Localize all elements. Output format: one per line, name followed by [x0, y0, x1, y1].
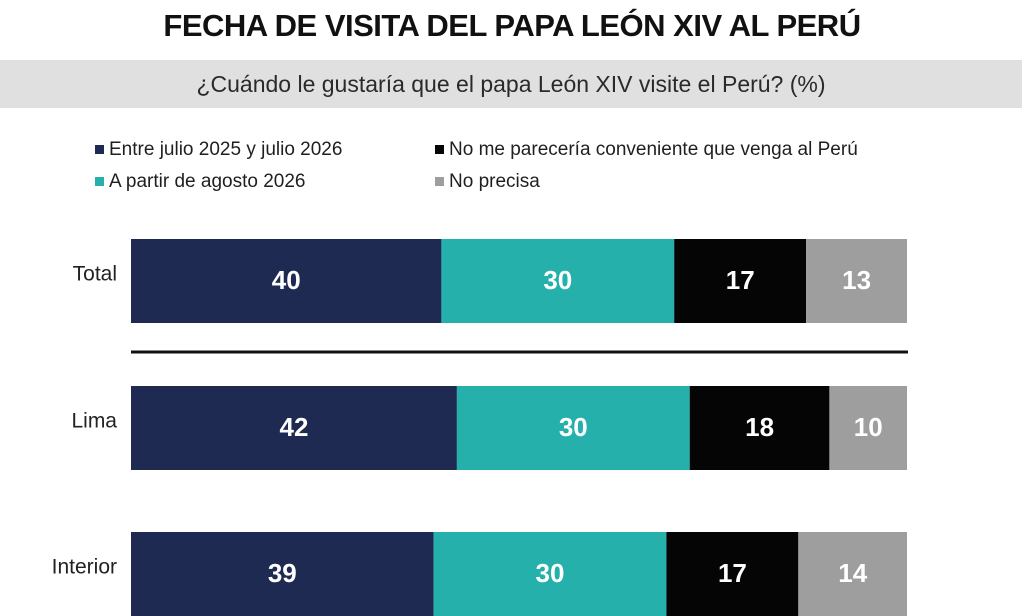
bar-interior-series-1 — [131, 532, 434, 616]
legend-label-series-1: Entre julio 2025 y julio 2026 — [109, 139, 343, 160]
data-label-interior-series-4: 14 — [838, 558, 867, 588]
legend-item-series-1: Entre julio 2025 y julio 2026 — [95, 136, 342, 164]
data-label-total-series-1: 40 — [272, 265, 301, 295]
data-label-interior-series-2: 30 — [536, 558, 565, 588]
legend: Entre julio 2025 y julio 2026 No me pare… — [95, 136, 975, 200]
data-label-interior-series-1: 39 — [268, 558, 297, 588]
bar-interior-series-2 — [433, 532, 667, 616]
legend-item-series-4: No precisa — [435, 168, 540, 196]
data-label-interior-series-3: 17 — [718, 558, 747, 588]
row-label-lima: Lima — [71, 410, 117, 433]
bar-interior-series-4 — [798, 532, 907, 616]
chart-title: FECHA DE VISITA DEL PAPA LEÓN XIV AL PER… — [163, 8, 861, 43]
bar-total-series-4 — [806, 239, 907, 323]
data-label-lima-series-3: 18 — [745, 412, 774, 442]
data-label-lima-series-1: 42 — [280, 412, 309, 442]
bar-total-series-3 — [674, 239, 807, 323]
legend-label-series-4: No precisa — [449, 171, 540, 192]
legend-swatch-series-2 — [95, 177, 104, 186]
bar-lima-series-4 — [829, 386, 907, 470]
legend-item-series-2: A partir de agosto 2026 — [95, 168, 305, 196]
bar-lima-series-2 — [456, 386, 690, 470]
legend-swatch-series-4 — [435, 177, 444, 186]
bar-lima-series-3 — [689, 386, 830, 470]
legend-label-series-3: No me parecería conveniente que venga al… — [449, 139, 858, 160]
bar-total-series-1 — [131, 239, 442, 323]
bar-interior-series-3 — [666, 532, 799, 616]
bar-total-series-2 — [441, 239, 675, 323]
row-label-interior: Interior — [52, 556, 117, 579]
subtitle-band — [0, 60, 1022, 108]
data-label-total-series-4: 13 — [842, 265, 871, 295]
data-label-lima-series-4: 10 — [854, 412, 883, 442]
row-label-total: Total — [73, 263, 117, 286]
legend-swatch-series-1 — [95, 145, 104, 154]
data-label-lima-series-2: 30 — [559, 412, 588, 442]
chart-subtitle: ¿Cuándo le gustaría que el papa León XIV… — [196, 71, 826, 97]
data-label-total-series-3: 17 — [726, 265, 755, 295]
legend-label-series-2: A partir de agosto 2026 — [109, 171, 306, 192]
legend-swatch-series-3 — [435, 145, 444, 154]
data-label-total-series-2: 30 — [543, 265, 572, 295]
bar-lima-series-1 — [131, 386, 457, 470]
legend-item-series-3: No me parecería conveniente que venga al… — [435, 136, 858, 164]
